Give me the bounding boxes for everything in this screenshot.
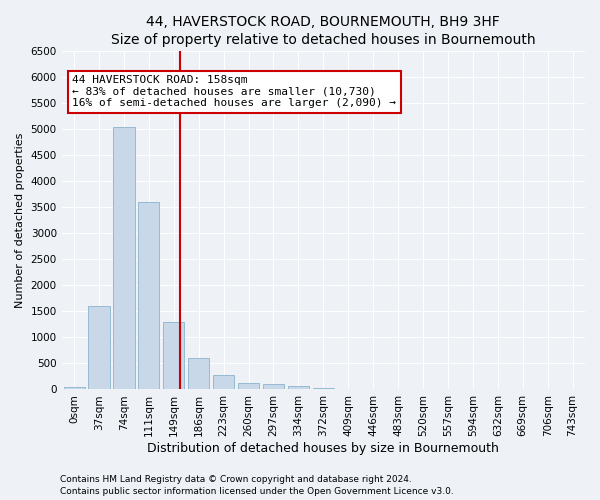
Bar [338,389,359,390]
Title: 44, HAVERSTOCK ROAD, BOURNEMOUTH, BH9 3HF
Size of property relative to detached : 44, HAVERSTOCK ROAD, BOURNEMOUTH, BH9 3H… [111,15,536,48]
Bar [113,127,134,390]
Y-axis label: Number of detached properties: Number of detached properties [15,132,25,308]
Bar [213,375,234,390]
Bar [88,306,110,390]
Text: Contains HM Land Registry data © Crown copyright and database right 2024.: Contains HM Land Registry data © Crown c… [60,476,412,484]
Bar [288,386,309,390]
Text: Contains public sector information licensed under the Open Government Licence v3: Contains public sector information licen… [60,487,454,496]
Bar [64,387,85,390]
Bar [138,202,160,390]
Bar [188,358,209,390]
X-axis label: Distribution of detached houses by size in Bournemouth: Distribution of detached houses by size … [148,442,499,455]
Bar [238,382,259,390]
Bar [163,322,184,390]
Text: 44 HAVERSTOCK ROAD: 158sqm
← 83% of detached houses are smaller (10,730)
16% of : 44 HAVERSTOCK ROAD: 158sqm ← 83% of deta… [72,75,396,108]
Bar [313,388,334,390]
Bar [263,384,284,390]
